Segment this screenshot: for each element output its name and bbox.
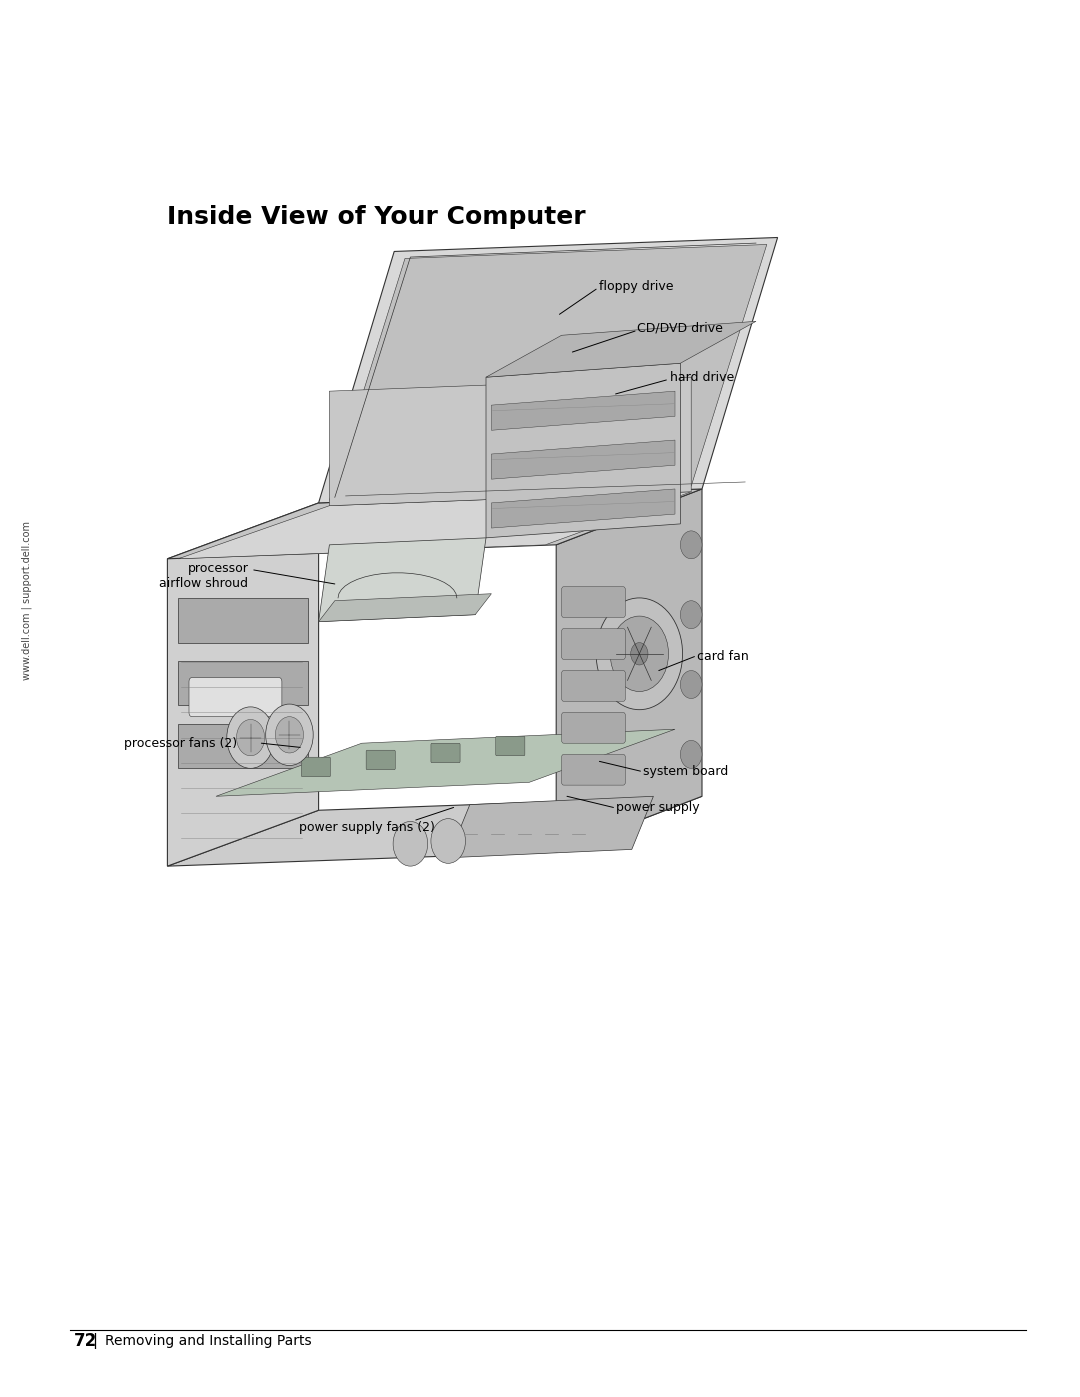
Text: processor
airflow shroud: processor airflow shroud <box>160 562 248 590</box>
Polygon shape <box>216 729 675 796</box>
Text: Removing and Installing Parts: Removing and Installing Parts <box>105 1334 311 1348</box>
FancyBboxPatch shape <box>562 754 625 785</box>
Polygon shape <box>486 321 756 377</box>
Text: power supply: power supply <box>616 800 699 814</box>
Polygon shape <box>178 598 308 643</box>
Polygon shape <box>486 363 680 538</box>
FancyBboxPatch shape <box>366 750 395 770</box>
Polygon shape <box>491 391 675 430</box>
Circle shape <box>680 601 702 629</box>
Polygon shape <box>167 489 702 559</box>
Polygon shape <box>556 489 702 852</box>
Polygon shape <box>329 244 767 500</box>
FancyBboxPatch shape <box>562 671 625 701</box>
Polygon shape <box>329 377 691 506</box>
Polygon shape <box>178 492 691 559</box>
Text: processor fans (2): processor fans (2) <box>124 736 238 750</box>
Polygon shape <box>319 237 778 503</box>
Circle shape <box>631 643 648 665</box>
FancyBboxPatch shape <box>562 629 625 659</box>
FancyBboxPatch shape <box>301 757 330 777</box>
Circle shape <box>680 740 702 768</box>
Circle shape <box>596 598 683 710</box>
Polygon shape <box>319 594 491 622</box>
Polygon shape <box>448 796 653 858</box>
Circle shape <box>227 707 274 768</box>
Circle shape <box>275 717 303 753</box>
Text: system board: system board <box>643 764 728 778</box>
Polygon shape <box>491 489 675 528</box>
Polygon shape <box>167 503 319 866</box>
Circle shape <box>680 531 702 559</box>
Text: www.dell.com | support.dell.com: www.dell.com | support.dell.com <box>22 521 32 680</box>
Text: Inside View of Your Computer: Inside View of Your Computer <box>167 204 586 229</box>
Polygon shape <box>319 538 486 622</box>
Circle shape <box>610 616 669 692</box>
Text: |: | <box>92 1333 97 1350</box>
FancyBboxPatch shape <box>562 712 625 743</box>
Circle shape <box>680 671 702 698</box>
Circle shape <box>393 821 428 866</box>
Polygon shape <box>491 440 675 479</box>
FancyBboxPatch shape <box>431 743 460 763</box>
Text: hard drive: hard drive <box>670 370 733 384</box>
Polygon shape <box>178 724 308 768</box>
FancyBboxPatch shape <box>562 587 625 617</box>
Polygon shape <box>178 661 308 705</box>
Text: 72: 72 <box>73 1333 97 1350</box>
Text: floppy drive: floppy drive <box>599 279 674 293</box>
Circle shape <box>266 704 313 766</box>
Text: card fan: card fan <box>697 650 748 664</box>
Circle shape <box>237 719 265 756</box>
FancyBboxPatch shape <box>189 678 282 717</box>
Polygon shape <box>167 796 702 866</box>
Circle shape <box>431 819 465 863</box>
Text: power supply fans (2): power supply fans (2) <box>299 820 435 834</box>
FancyBboxPatch shape <box>496 736 525 756</box>
Text: CD/DVD drive: CD/DVD drive <box>637 321 724 335</box>
